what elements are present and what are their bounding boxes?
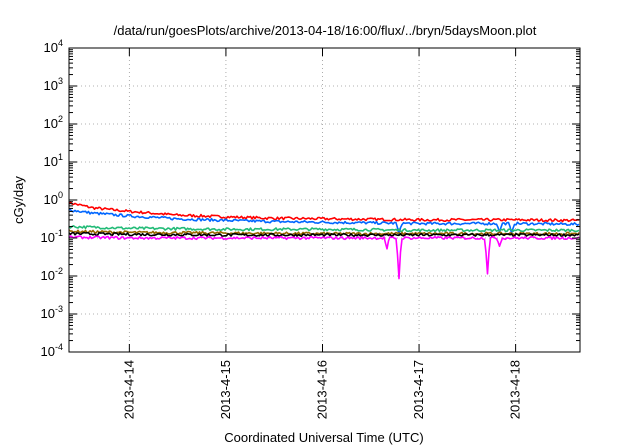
y-tick-label: 10-1	[41, 228, 63, 245]
chart-title: /data/run/goesPlots/archive/2013-04-18/1…	[114, 23, 537, 38]
y-tick-label: 101	[44, 152, 63, 169]
series-line-4	[68, 229, 580, 236]
x-ticks: 2013-4-14 2013-4-15 2013-4-16 2013-4-17 2013…	[121, 48, 523, 419]
x-tick-label: 2013-4-16	[314, 360, 329, 419]
series-line-3	[68, 225, 580, 233]
y-axis-label: cGy/day	[11, 176, 26, 224]
y-tick-label: 102	[44, 114, 63, 131]
series-line-2	[68, 208, 580, 236]
y-tick-label: 100	[44, 190, 63, 207]
x-tick-label: 2013-4-18	[508, 360, 523, 419]
x-tick-label: 2013-4-14	[121, 360, 136, 419]
series-line-5	[68, 231, 580, 238]
series-line-1	[68, 201, 580, 223]
y-tick-label: 104	[44, 38, 63, 55]
y-tick-label: 10-3	[41, 304, 63, 321]
grid	[69, 48, 580, 352]
series-line-6	[68, 235, 580, 280]
series-layer	[68, 201, 580, 280]
x-tick-label: 2013-4-17	[411, 360, 426, 419]
x-tick-label: 2013-4-15	[218, 360, 233, 419]
y-tick-label: 10-2	[41, 266, 63, 283]
y-tick-label: 103	[44, 76, 63, 93]
x-axis-label: Coordinated Universal Time (UTC)	[224, 430, 423, 445]
y-ticks: 10-4 10-3 10-2 10-1 100 101 102 103 104	[41, 38, 580, 359]
y-tick-label: 10-4	[41, 342, 63, 359]
